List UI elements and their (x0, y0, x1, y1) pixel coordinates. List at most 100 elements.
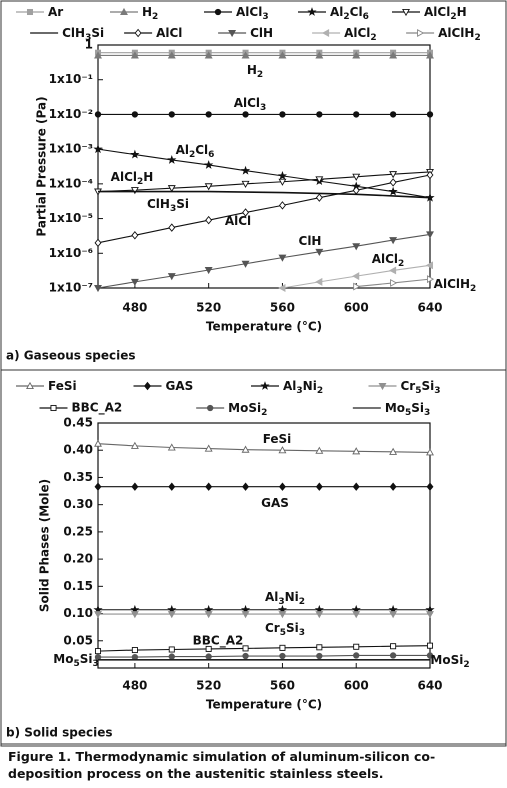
marker (94, 284, 102, 293)
marker (426, 642, 434, 649)
x-tick-label: 560 (270, 301, 295, 315)
marker (130, 187, 139, 195)
y-axis-title: Partial Pressure (Pa) (35, 96, 49, 236)
marker (388, 186, 398, 196)
marker (353, 643, 360, 650)
marker (352, 186, 360, 195)
marker (204, 183, 213, 191)
y-tick-label: 0.40 (63, 443, 93, 457)
marker (426, 170, 434, 180)
legend-label: Al3Ni2 (283, 379, 323, 396)
marker (204, 266, 213, 275)
marker (131, 111, 139, 118)
marker (260, 381, 270, 390)
marker (131, 647, 138, 654)
legend-label: ClH (250, 26, 273, 40)
marker (315, 611, 324, 619)
marker (279, 111, 286, 118)
marker (352, 447, 361, 455)
x-tick-label: 520 (196, 301, 221, 315)
marker (94, 238, 102, 248)
marker (352, 243, 361, 251)
y-tick-label: 0.10 (63, 606, 93, 620)
marker (389, 482, 397, 491)
marker (352, 51, 361, 59)
marker (167, 273, 176, 281)
x-axis-title: Temperature (°C) (206, 320, 322, 334)
annotation: AlCl (225, 214, 251, 228)
annotation: MoSi2 (430, 653, 469, 670)
marker (315, 446, 324, 454)
caption: Figure 1. Thermodynamic simulation of al… (8, 749, 436, 781)
marker (426, 482, 434, 491)
marker (389, 178, 397, 187)
marker (278, 51, 287, 59)
marker (26, 381, 34, 390)
y-tick-label: 1x10⁻² (49, 107, 93, 121)
plot-area (97, 44, 431, 289)
legend-label: MoSi2 (228, 401, 267, 418)
marker (131, 653, 139, 661)
y-tick-label: 1 (85, 38, 93, 52)
marker (389, 611, 398, 619)
marker (205, 482, 213, 491)
panel-label: b) Solid species (6, 726, 113, 740)
marker (94, 439, 102, 447)
marker (307, 7, 317, 16)
marker (242, 645, 249, 652)
marker (426, 611, 434, 619)
annotation: FeSi (263, 432, 292, 446)
annotation: AlCl2H (111, 170, 154, 187)
legend-label: ClH3Si (62, 26, 104, 43)
marker (389, 51, 398, 59)
marker (120, 7, 128, 16)
series-line (97, 233, 431, 289)
marker (277, 171, 288, 180)
marker (315, 248, 324, 256)
marker (315, 176, 324, 184)
marker (278, 178, 287, 186)
marker (94, 648, 102, 655)
plot-area (97, 422, 431, 669)
annotation: GAS (261, 496, 289, 510)
marker (94, 111, 102, 118)
legend-label: Al2Cl6 (330, 5, 369, 22)
marker (205, 215, 213, 225)
marker (130, 441, 139, 449)
marker (168, 653, 175, 660)
marker (167, 155, 177, 164)
marker (130, 149, 140, 159)
marker (205, 111, 212, 118)
y-tick-label: 0.05 (63, 633, 93, 647)
marker (168, 646, 175, 653)
marker (204, 444, 213, 452)
series-line (98, 654, 430, 658)
x-tick-label: 600 (344, 679, 369, 693)
annotation: BBC_A2 (193, 634, 244, 649)
x-tick-label: 560 (270, 679, 295, 693)
marker (426, 275, 435, 284)
marker (242, 111, 249, 118)
marker (205, 645, 212, 652)
marker (278, 446, 287, 454)
marker (241, 611, 250, 619)
marker (206, 404, 214, 412)
legend-label: AlCl3 (236, 5, 269, 22)
marker (315, 482, 323, 491)
annotation: Mo5Si3 (53, 652, 98, 669)
y-tick-label: 1x10⁻¹ (49, 72, 93, 86)
marker (94, 482, 102, 491)
marker (134, 28, 142, 38)
series-line (97, 443, 431, 453)
marker (279, 644, 286, 651)
marker (352, 272, 360, 281)
marker (426, 448, 434, 456)
marker (131, 482, 139, 491)
y-axis-title: Solid Phases (Mole) (38, 479, 52, 612)
marker (241, 260, 250, 268)
marker (426, 51, 434, 59)
series-line (97, 171, 431, 193)
marker (389, 652, 397, 659)
marker (378, 382, 387, 391)
